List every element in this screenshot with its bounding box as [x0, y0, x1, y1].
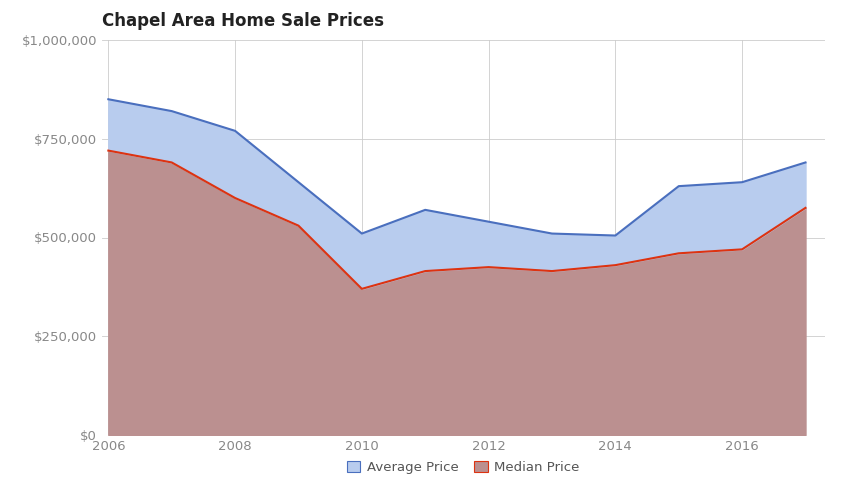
Legend: Average Price, Median Price: Average Price, Median Price — [342, 456, 585, 480]
Text: Chapel Area Home Sale Prices: Chapel Area Home Sale Prices — [102, 12, 384, 30]
